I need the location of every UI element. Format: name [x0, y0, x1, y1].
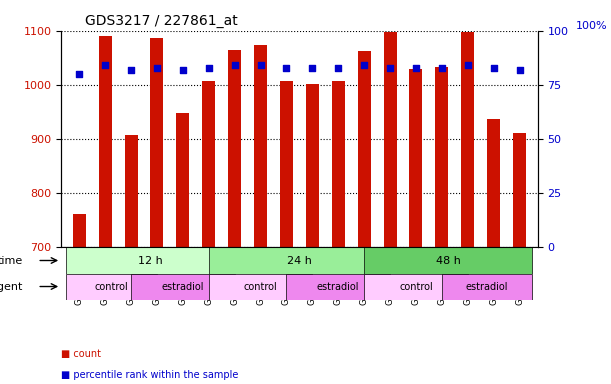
Point	[204, 65, 214, 71]
Point	[282, 65, 291, 71]
Point	[489, 65, 499, 71]
Bar	[357, 51, 371, 248]
Text: time: time	[0, 255, 23, 265]
Bar	[436, 67, 448, 248]
Bar	[177, 113, 189, 248]
Point	[334, 65, 343, 71]
Text: ■ count: ■ count	[61, 349, 101, 359]
Point	[437, 65, 447, 71]
Point	[152, 65, 162, 71]
Bar	[209, 273, 312, 300]
Bar	[461, 32, 474, 248]
Point	[307, 65, 317, 71]
Point	[178, 67, 188, 73]
Text: 100%: 100%	[576, 21, 607, 31]
Point	[100, 62, 110, 68]
Bar	[66, 248, 235, 273]
Point	[411, 65, 421, 71]
Bar	[364, 273, 468, 300]
Text: control: control	[95, 281, 128, 291]
Bar	[442, 273, 533, 300]
Bar	[131, 273, 235, 300]
Text: 48 h: 48 h	[436, 255, 461, 265]
Bar	[306, 84, 319, 248]
Point	[255, 62, 265, 68]
Bar	[150, 38, 163, 248]
Bar	[287, 273, 390, 300]
Bar	[364, 248, 533, 273]
Text: estradiol: estradiol	[317, 281, 359, 291]
Bar	[332, 81, 345, 248]
Point	[359, 62, 369, 68]
Text: GDS3217 / 227861_at: GDS3217 / 227861_at	[85, 14, 238, 28]
Bar	[66, 273, 157, 300]
Bar	[98, 36, 112, 248]
Bar	[125, 135, 137, 248]
Text: control: control	[399, 281, 433, 291]
Bar	[409, 69, 422, 248]
Point	[385, 65, 395, 71]
Text: 12 h: 12 h	[138, 255, 163, 265]
Point	[75, 71, 84, 77]
Bar	[384, 32, 397, 248]
Bar	[228, 50, 241, 248]
Bar	[209, 248, 390, 273]
Bar	[254, 45, 267, 248]
Bar	[487, 119, 500, 248]
Point	[514, 67, 524, 73]
Bar	[202, 81, 215, 248]
Text: 24 h: 24 h	[287, 255, 312, 265]
Text: estradiol: estradiol	[466, 281, 508, 291]
Point	[126, 67, 136, 73]
Point	[463, 62, 473, 68]
Bar	[513, 132, 526, 248]
Text: estradiol: estradiol	[161, 281, 204, 291]
Point	[230, 62, 240, 68]
Text: control: control	[244, 281, 277, 291]
Text: agent: agent	[0, 281, 23, 291]
Bar	[280, 81, 293, 248]
Bar	[73, 214, 86, 248]
Text: ■ percentile rank within the sample: ■ percentile rank within the sample	[61, 370, 238, 380]
